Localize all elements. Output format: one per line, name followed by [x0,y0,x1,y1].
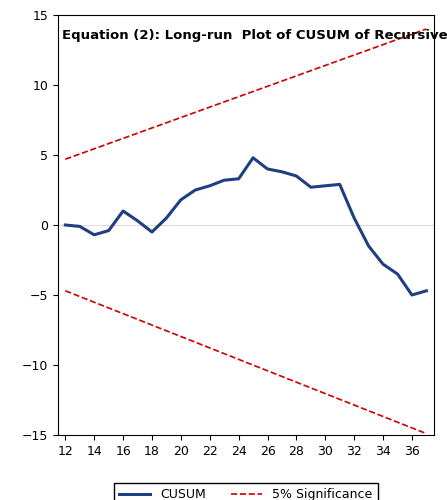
CUSUM [250,155,256,161]
CUSUM [351,215,357,221]
CUSUM [279,169,285,175]
CUSUM [193,187,198,193]
CUSUM [424,288,429,294]
CUSUM [149,229,155,235]
CUSUM [178,197,184,203]
CUSUM [222,177,227,183]
CUSUM [409,292,415,298]
CUSUM [120,208,126,214]
CUSUM [63,222,68,228]
Legend: CUSUM, 5% Significance: CUSUM, 5% Significance [114,483,378,500]
Text: Equation (2): Long-run  Plot of CUSUM of Recursive Residuals: Equation (2): Long-run Plot of CUSUM of … [62,29,447,42]
CUSUM [106,228,111,234]
CUSUM [366,243,371,249]
CUSUM [77,224,82,230]
CUSUM [323,183,328,189]
CUSUM [265,166,270,172]
CUSUM [135,218,140,224]
CUSUM [236,176,241,182]
CUSUM [337,182,342,188]
Line: CUSUM: CUSUM [65,158,426,295]
CUSUM [207,183,212,189]
CUSUM [92,232,97,238]
CUSUM [294,173,299,179]
CUSUM [380,261,386,267]
CUSUM [395,271,400,277]
CUSUM [164,215,169,221]
CUSUM [308,184,313,190]
